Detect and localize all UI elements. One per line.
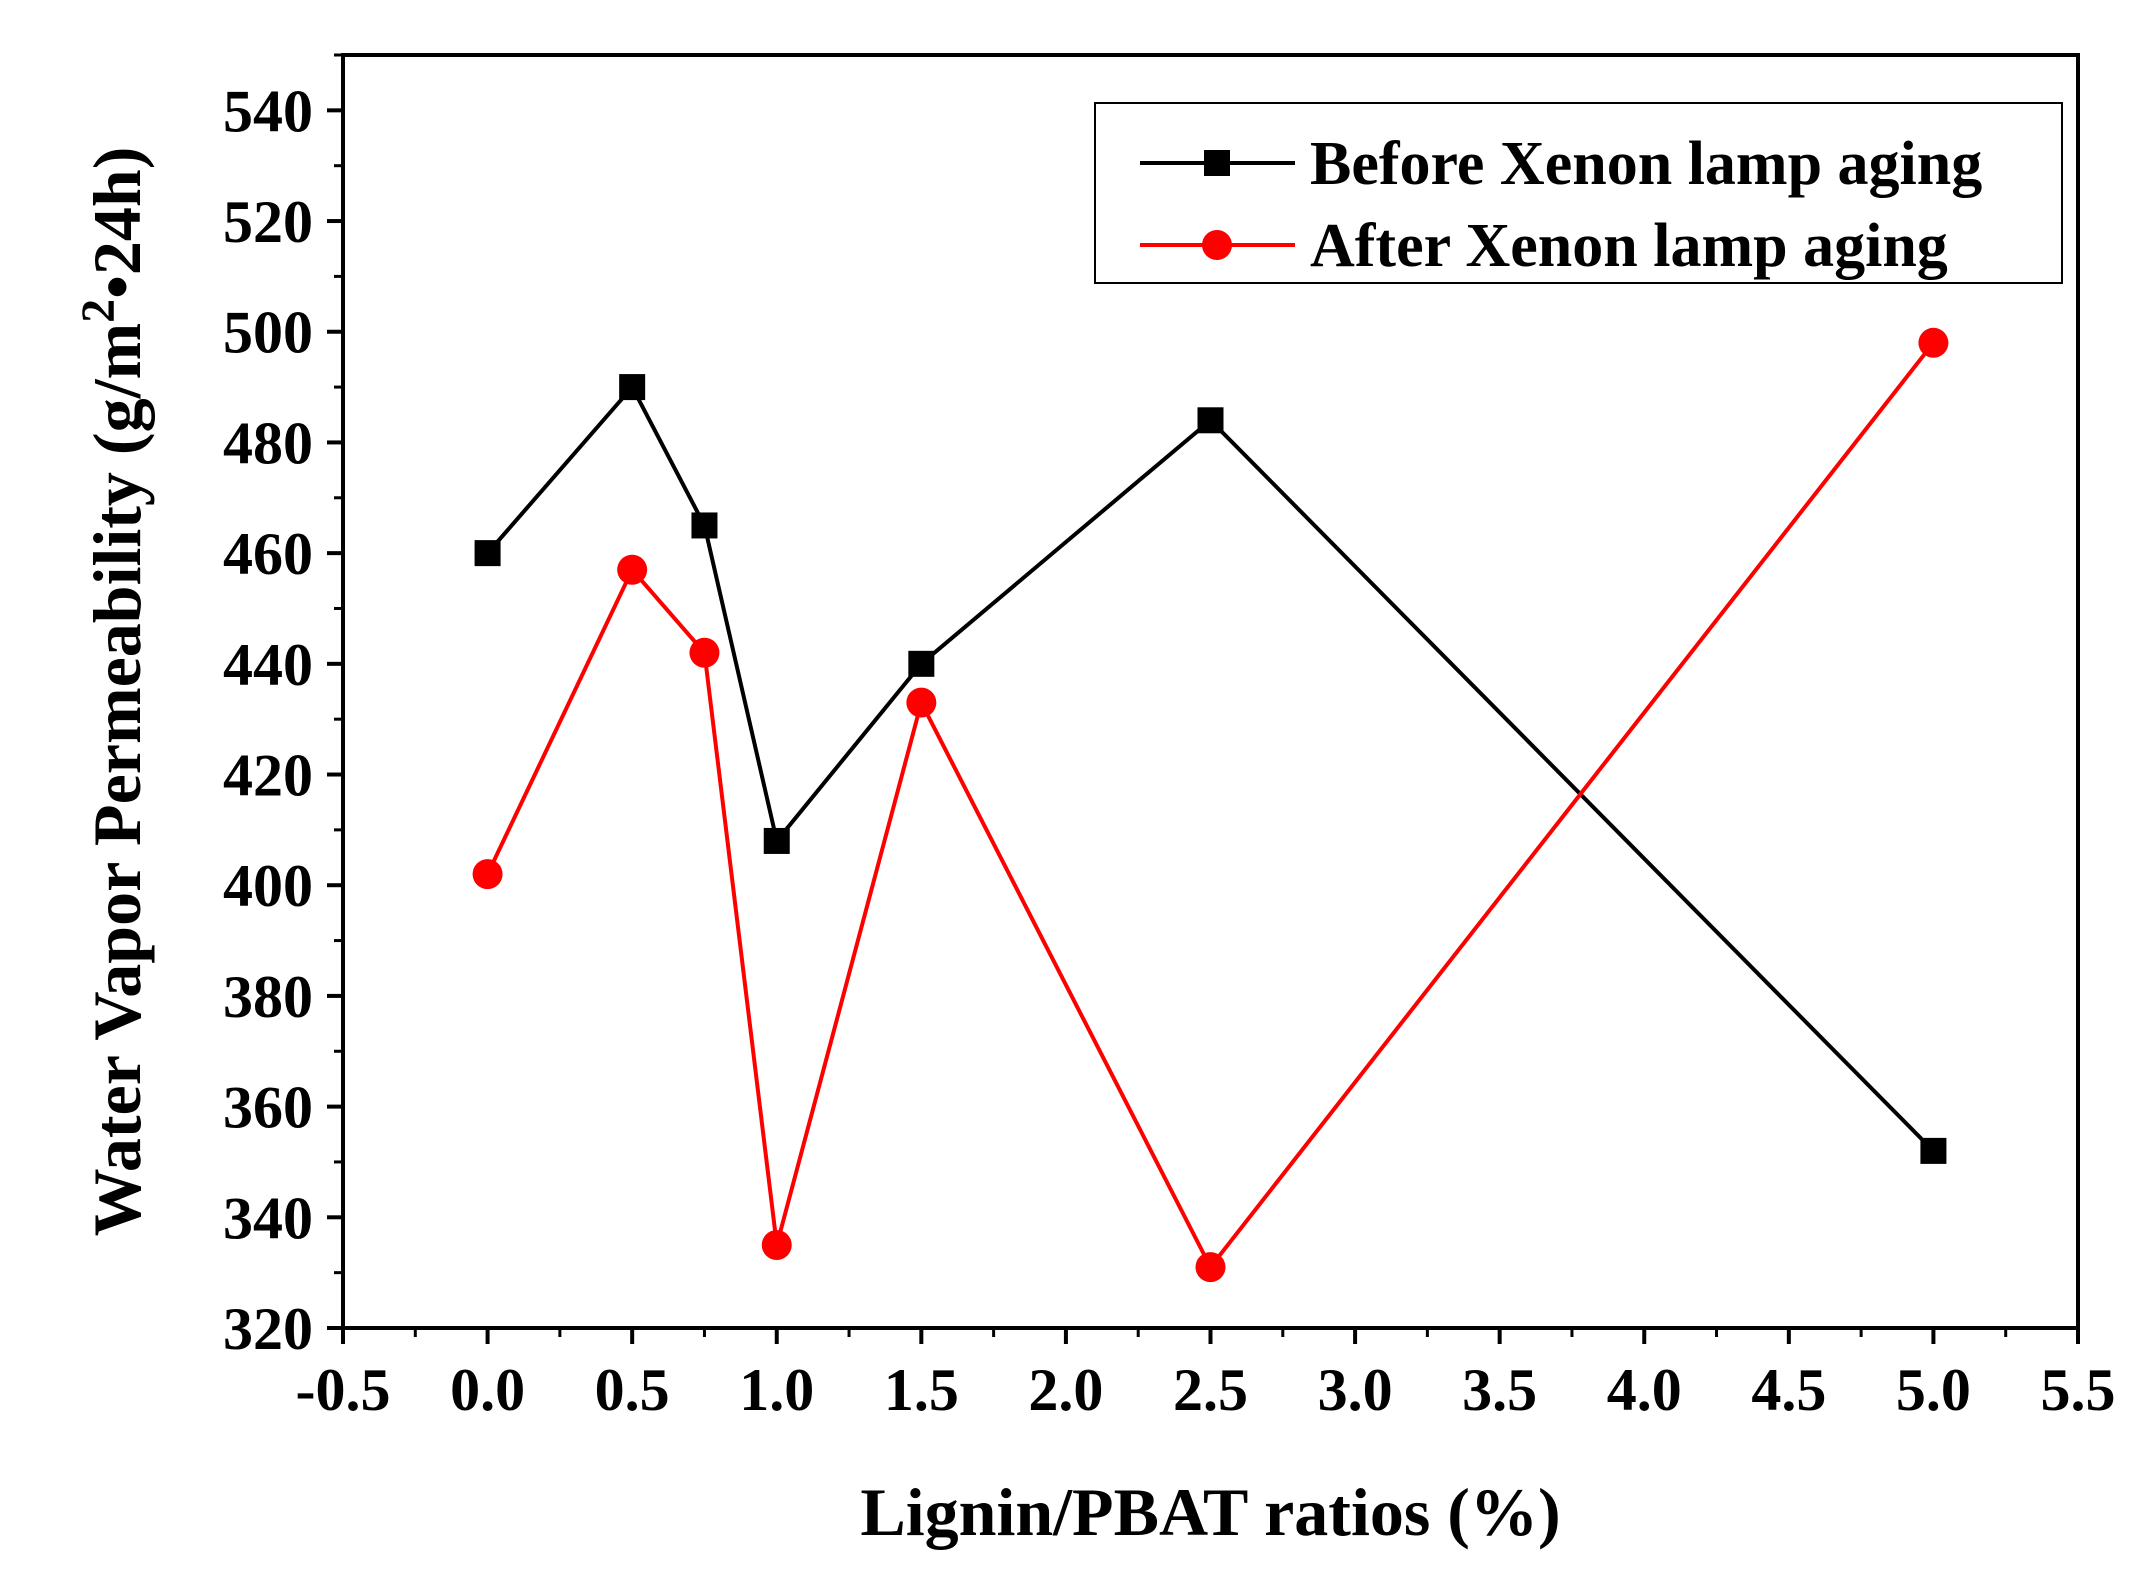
y-tick-label: 520 [223,189,313,255]
data-point-circle [761,1229,792,1260]
legend: Before Xenon lamp aging After Xenon lamp… [1094,102,2063,284]
data-point-circle [617,554,648,585]
series-before [474,374,1947,1164]
data-point-circle [1918,327,1949,358]
data-point-square [1197,407,1224,434]
x-tick-label: 2.5 [1173,1357,1248,1423]
series-after [472,327,1949,1283]
data-point-circle [906,687,937,718]
x-tick-label: 2.0 [1028,1357,1103,1423]
x-tick-label: 0.0 [450,1357,525,1423]
y-axis-title: Water Vapor Permeability (g/m2•24h) [72,147,155,1237]
x-tick-label: -0.5 [296,1357,391,1423]
data-point-square [908,650,935,677]
x-tick-label: 3.0 [1318,1357,1393,1423]
x-tick-label: 1.5 [884,1357,959,1423]
y-tick-label: 480 [223,410,313,476]
data-point-circle [1195,1252,1226,1283]
y-tick-label: 540 [223,78,313,144]
y-axis-title-tail: •24h) [79,147,155,299]
x-tick-label: 4.0 [1607,1357,1682,1423]
data-point-square [1920,1137,1947,1164]
y-tick-label: 340 [223,1185,313,1251]
x-axis-title: Lignin/PBAT ratios (%) [860,1474,1560,1550]
data-point-square [763,827,790,854]
x-tick-label: 0.5 [595,1357,670,1423]
series-line [486,383,1935,1153]
y-axis-title-main: Water Vapor Permeability (g/m [79,323,155,1236]
y-tick-label: 400 [223,853,313,919]
y-tick-label: 500 [223,300,313,366]
legend-box [1094,102,2063,284]
data-point-circle [472,859,503,890]
ticks-layer [327,53,2080,1344]
x-tick-labels: -0.5 0.0 0.5 1.0 1.5 2.0 2.5 3.0 3.5 4.0 4.5 5.0 5.5 [296,1357,2116,1423]
x-tick-label: 4.5 [1751,1357,1826,1423]
y-tick-label: 420 [223,743,313,809]
legend-label-after: After Xenon lamp aging [1310,212,1948,280]
data-point-square [691,512,718,539]
data-point-circle [689,637,720,668]
y-tick-labels: 320 340 360 380 400 420 440 460 480 500 520 540 [223,78,313,1362]
x-tick-label: 1.0 [739,1357,814,1423]
y-tick-label: 460 [223,521,313,587]
legend-label-before: Before Xenon lamp aging [1310,130,1982,198]
series-line [485,341,1935,1271]
data-point-square [474,540,501,567]
x-tick-label: 5.5 [2041,1357,2116,1423]
data-point-square [619,374,646,401]
y-tick-label: 440 [223,632,313,698]
legend-marker-circle [1202,230,1232,260]
y-tick-label: 360 [223,1075,313,1141]
legend-marker-square [1204,150,1230,176]
series-layer [472,327,1949,1283]
x-tick-label: 5.0 [1896,1357,1971,1423]
x-tick-label: 3.5 [1462,1357,1537,1423]
y-axis-title-superscript: 2 [72,299,125,323]
y-tick-label: 380 [223,964,313,1030]
y-tick-label: 320 [223,1296,313,1362]
